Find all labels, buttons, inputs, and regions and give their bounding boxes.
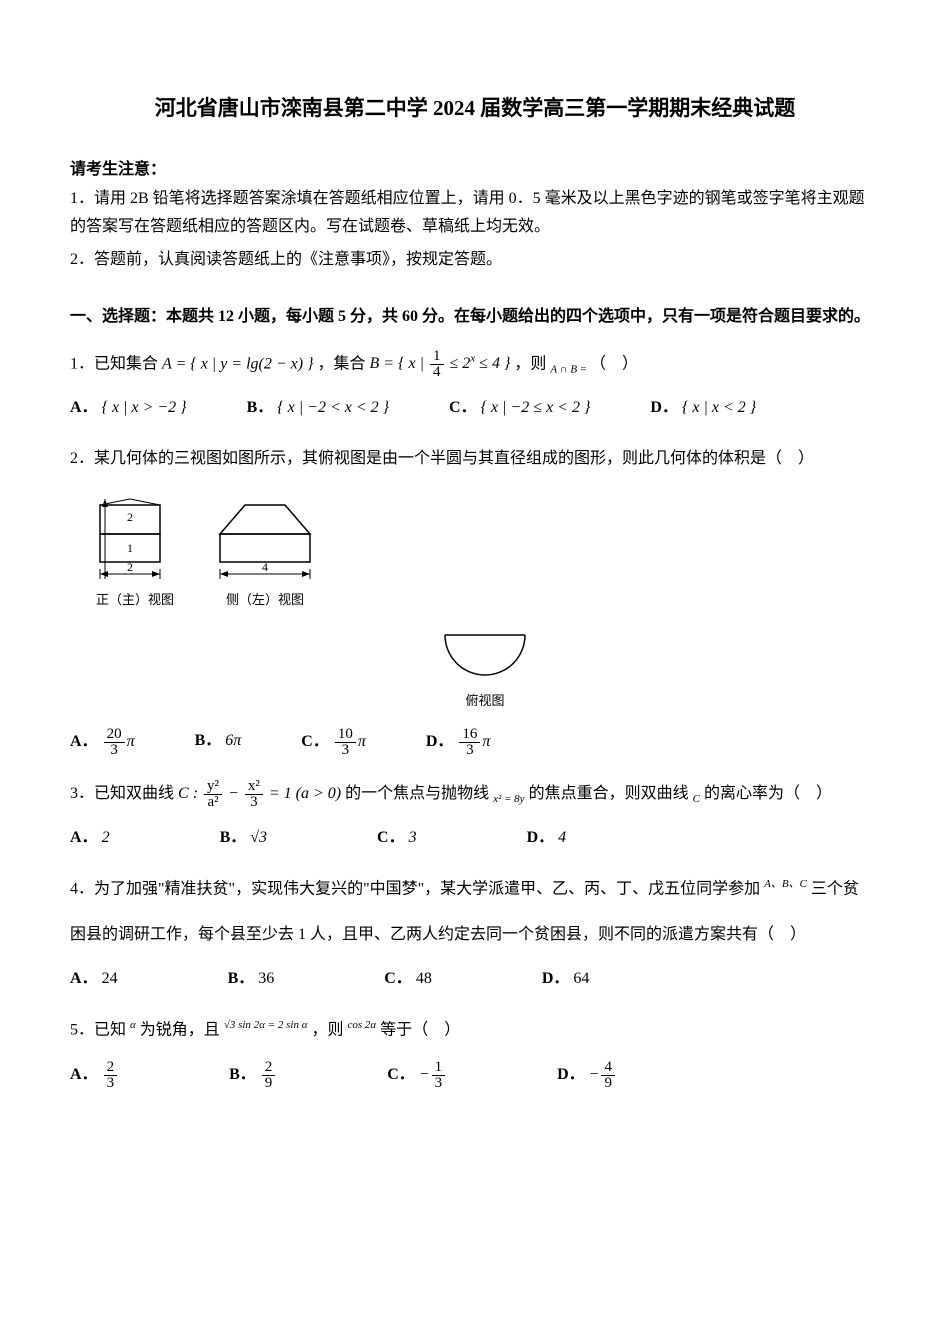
svg-text:2: 2 [127,560,133,574]
question-2: 2．某几何体的三视图如图所示，其俯视图是由一个半圆与其直径组成的图形，则此几何体… [70,443,880,475]
q5-option-d: D．−49 [557,1060,617,1091]
question-3: 3．已知双曲线 C : y²a² − x²3 = 1 (a > 0) 的一个焦点… [70,778,880,810]
q4-ABC: A、B、C [764,878,807,890]
q2-option-a: A．203π [70,727,135,758]
q5-mid2: ，则 [312,1021,344,1038]
question-4: 4．为了加强"精准扶贫"，实现伟大复兴的"中国梦"，某大学派遣甲、乙、丙、丁、戊… [70,873,880,905]
q3-option-d: D．4 [527,824,567,853]
svg-text:1: 1 [127,541,133,555]
q3-options: A．2 B．√3 C．3 D．4 [70,824,880,853]
q1-tail: （ ） [590,355,638,372]
q5-option-b: B．29 [229,1060,277,1091]
q1-options: A．{ x | x > −2 } B．{ x | −2 < x < 2 } C．… [70,394,880,423]
q2-option-b: B．6π [195,727,242,758]
q3-option-b: B．√3 [220,824,267,853]
page-title: 河北省唐山市滦南县第二中学 2024 届数学高三第一学期期末经典试题 [70,90,880,128]
q4-option-a: A．24 [70,965,118,994]
q3-C: C [693,793,700,805]
question-4-line2: 困县的调研工作，每个县至少去 1 人，且甲、乙两人约定去同一个贫困县，则不同的派… [70,919,880,951]
q3-parabola: x² = 8y [493,793,525,805]
side-view-label: 侧（左）视图 [226,588,304,611]
q4-line1-post: 三个贫 [811,880,859,897]
q1-setA: A = { x | y = lg(2 − x) } [162,355,317,372]
q5-option-c: C．−13 [387,1060,447,1091]
svg-text:2: 2 [127,510,133,524]
front-view-label: 正（主）视图 [96,588,174,611]
q2-option-c: C．103π [301,727,366,758]
q4-options: A．24 B．36 C．48 D．64 [70,965,880,994]
svg-text:4: 4 [262,560,268,574]
top-view: 俯视图 [90,625,880,712]
q5-cos: cos 2α [348,1019,377,1031]
top-view-label: 俯视图 [465,689,504,712]
question-1: 1．已知集合 A = { x | y = lg(2 − x) } ，集合 B =… [70,348,880,381]
side-view: 4 侧（左）视图 [210,489,320,611]
q3-prefix: 3．已知双曲线 [70,785,174,802]
q5-alpha: α [130,1019,136,1031]
front-view-svg: 2 1 2 [90,489,180,584]
q5-mid1: 为锐角，且 [140,1021,220,1038]
q4-option-c: C．48 [384,965,432,994]
q5-tail: 等于（ ） [380,1021,460,1038]
q1-option-a: A．{ x | x > −2 } [70,394,187,423]
q1-mid1: ，集合 [318,355,366,372]
q5-options: A．23 B．29 C．−13 D．−49 [70,1060,880,1091]
side-view-svg: 4 [210,489,320,584]
notice-header: 请考生注意： [70,156,880,185]
notice-item-2: 2．答题前，认真阅读答题纸上的《注意事项》，按规定答题。 [70,246,880,275]
q1-option-c: C．{ x | −2 ≤ x < 2 } [449,394,590,423]
notice-item-1: 1．请用 2B 铅笔将选择题答案涂填在答题纸相应位置上，请用 0．5 毫米及以上… [70,185,880,243]
q1-result: A ∩ B = [550,363,590,375]
q3-tail: 的离心率为（ ） [704,785,832,802]
q4-line1-pre: 4．为了加强"精准扶贫"，实现伟大复兴的"中国梦"，某大学派遣甲、乙、丙、丁、戊… [70,880,760,897]
q3-mid: 的一个焦点与抛物线 [345,785,489,802]
q1-option-d: D．{ x | x < 2 } [650,394,756,423]
q1-option-b: B．{ x | −2 < x < 2 } [247,394,389,423]
q3-mid2: 的焦点重合，则双曲线 [529,785,689,802]
q4-option-b: B．36 [228,965,275,994]
front-view: 2 1 2 正（主）视图 [90,489,180,611]
q2-options: A．203π B．6π C．103π D．163π [70,727,880,758]
q5-option-a: A．23 [70,1060,119,1091]
q2-option-d: D．163π [426,727,491,758]
q1-mid2: ，则 [514,355,546,372]
question-5: 5．已知 α 为锐角，且 √3 sin 2α = 2 sin α ，则 cos … [70,1014,880,1046]
q1-prefix: 1．已知集合 [70,355,158,372]
top-view-svg [435,625,535,685]
q2-diagrams: 2 1 2 正（主）视图 4 侧 [90,489,880,713]
q3-option-a: A．2 [70,824,110,853]
section-1-header: 一、选择题：本题共 12 小题，每小题 5 分，共 60 分。在每小题给出的四个… [70,303,880,332]
q5-prefix: 5．已知 [70,1021,126,1038]
q1-setB: B = { x | 14 ≤ 2x ≤ 4 } [370,355,515,372]
q3-option-c: C．3 [377,824,417,853]
q5-eq: √3 sin 2α = 2 sin α [224,1019,308,1031]
q3-curve: C : y²a² − x²3 = 1 (a > 0) [178,785,345,802]
q4-option-d: D．64 [542,965,590,994]
